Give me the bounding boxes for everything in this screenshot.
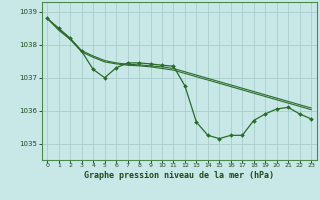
X-axis label: Graphe pression niveau de la mer (hPa): Graphe pression niveau de la mer (hPa) bbox=[84, 171, 274, 180]
